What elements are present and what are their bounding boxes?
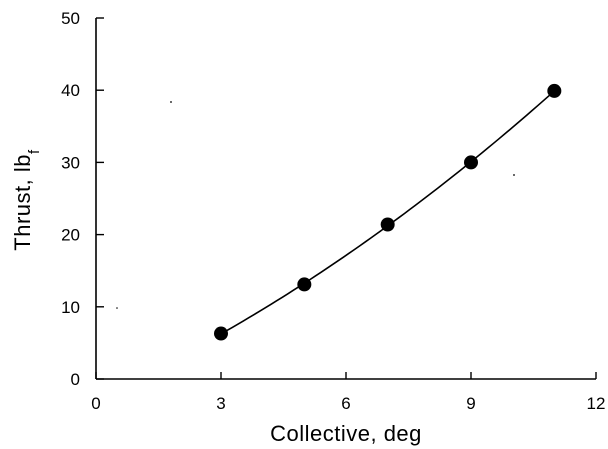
y-tick-label: 50: [61, 9, 80, 28]
y-tick-label: 20: [61, 226, 80, 245]
x-tick-label: 12: [587, 394, 606, 413]
y-axis-ticks: 0 10 20 30 40 50: [61, 9, 104, 389]
y-axis-title-subscript: f: [26, 149, 43, 154]
x-tick-label: 3: [216, 394, 225, 413]
x-axis-ticks: 0 3 6 9 12: [91, 372, 605, 413]
scan-speck: [170, 101, 172, 103]
data-point: [297, 277, 312, 292]
fit-curve-layer: [220, 90, 555, 335]
y-axis-title-main: Thrust, lb: [10, 154, 35, 251]
y-tick-label: 30: [61, 153, 80, 172]
x-tick-label: 9: [466, 394, 475, 413]
data-points-layer: [214, 83, 562, 341]
axes: [95, 18, 596, 380]
data-point: [380, 217, 395, 232]
data-point: [547, 83, 562, 98]
x-axis-title: Collective, deg: [270, 421, 422, 446]
x-tick-label: 0: [91, 394, 100, 413]
data-point: [214, 326, 228, 341]
scan-speck: [116, 307, 118, 309]
scan-speck: [513, 174, 515, 176]
data-point: [464, 155, 478, 170]
y-tick-label: 10: [61, 298, 80, 317]
fit-curve: [220, 90, 555, 335]
y-axis-title: Thrust, lbf: [10, 149, 43, 251]
x-tick-label: 6: [341, 394, 350, 413]
y-tick-label: 40: [61, 81, 80, 100]
y-tick-label: 0: [71, 370, 80, 389]
